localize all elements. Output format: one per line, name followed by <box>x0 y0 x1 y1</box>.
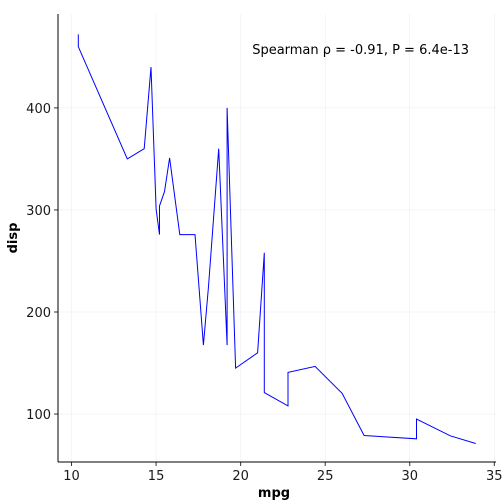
y-tick-label: 100 <box>26 408 51 423</box>
grid-lines <box>58 14 496 462</box>
x-tick-label: 35 <box>486 469 503 484</box>
x-axis-label: mpg <box>258 486 290 501</box>
x-tick-label: 10 <box>63 469 80 484</box>
series-line <box>77 34 476 444</box>
y-tick-label: 400 <box>26 102 51 117</box>
x-tick-label: 30 <box>401 469 418 484</box>
y-axis-ticks: 100 200 300 400 <box>26 102 58 423</box>
annotation-text: Spearman ρ = -0.91, P = 6.4e-13 <box>252 43 469 58</box>
y-axis-label: disp <box>6 223 21 254</box>
x-tick-label: 20 <box>232 469 249 484</box>
x-tick-label: 25 <box>317 469 334 484</box>
y-tick-label: 300 <box>26 204 51 219</box>
x-tick-label: 15 <box>148 469 165 484</box>
y-tick-label: 200 <box>26 306 51 321</box>
x-axis-ticks: 10 15 20 25 30 35 <box>63 462 503 484</box>
